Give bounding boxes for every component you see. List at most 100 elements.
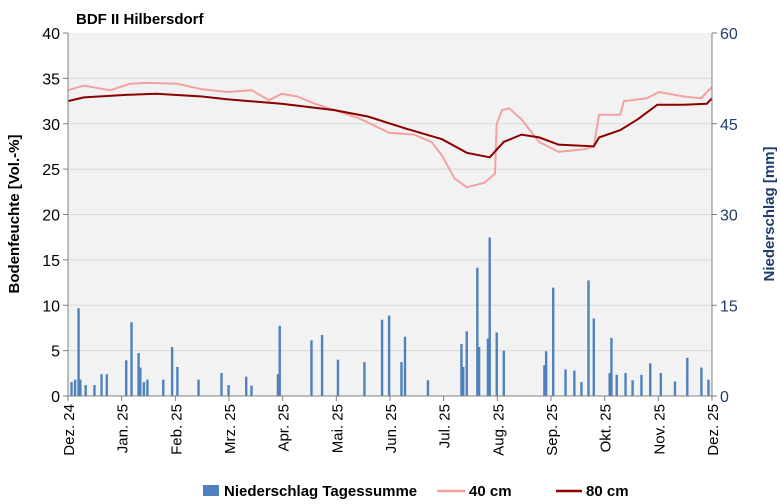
precip-bar — [320, 334, 324, 396]
legend: Niederschlag Tagessumme 40 cm 80 cm — [203, 483, 629, 500]
precip-bar — [77, 308, 80, 396]
precip-bar — [476, 267, 479, 396]
y-tick-label: 30 — [42, 117, 60, 134]
precip-bar — [502, 350, 506, 396]
x-tick-label: Jul. 25 — [437, 404, 454, 448]
x-tick-label: Dez. 25 — [705, 404, 722, 456]
precip-bar — [146, 379, 149, 396]
y-tick-label: 35 — [42, 71, 60, 88]
legend-label-40cm: 40 cm — [469, 483, 512, 500]
precip-bar — [465, 331, 468, 396]
legend-swatch-precip — [203, 485, 219, 496]
precip-bar — [640, 374, 643, 396]
precip-bar — [400, 362, 403, 396]
precip-bar — [142, 382, 146, 396]
x-tick-label: Jan. 25 — [115, 404, 132, 453]
precip-bar — [552, 287, 555, 396]
precip-bar — [587, 280, 590, 396]
precip-bar — [495, 332, 498, 396]
precip-bar — [220, 373, 223, 396]
precip-bar — [631, 380, 634, 396]
precip-bar — [139, 367, 142, 396]
precip-bar — [73, 379, 77, 396]
line-40cm — [67, 81, 713, 189]
y2-tick-label: 45 — [720, 117, 738, 134]
precip-bar — [686, 357, 689, 396]
precip-bar — [170, 346, 174, 396]
precip-bar — [70, 382, 73, 396]
precip-bar — [544, 351, 548, 396]
precip-bar — [477, 346, 481, 396]
precip-bar — [673, 381, 677, 396]
precip-bar — [387, 315, 391, 396]
precip-bar — [543, 365, 546, 396]
precip-bar — [125, 360, 128, 396]
precip-bar — [227, 385, 230, 396]
precipitation-bars — [70, 237, 710, 396]
x-tick-label: Apr. 25 — [276, 404, 293, 452]
x-tick-label: Feb. 25 — [168, 404, 185, 455]
precip-bar — [130, 322, 133, 396]
y2-axis-label: Niederschlag [mm] — [761, 146, 778, 281]
precip-bar — [592, 318, 595, 396]
chart-title: BDF II Hilbersdorf — [76, 11, 205, 28]
x-tick-label: Nov. 25 — [651, 404, 668, 455]
precip-bar — [363, 362, 366, 396]
precip-bar — [245, 376, 248, 396]
precip-bar — [84, 385, 87, 396]
y2-tick-label: 0 — [720, 389, 729, 406]
precip-bar — [276, 374, 280, 396]
precip-bar — [608, 373, 611, 396]
precip-bar — [610, 337, 613, 396]
x-tick-label: Dez. 24 — [61, 404, 78, 456]
legend-label-precip: Niederschlag Tagessumme — [224, 483, 417, 500]
precip-bar — [250, 385, 253, 396]
legend-label-80cm: 80 cm — [586, 483, 629, 500]
y-tick-label: 25 — [42, 162, 60, 179]
precip-bar — [79, 379, 82, 396]
precip-bar — [573, 370, 576, 396]
precip-bar — [707, 379, 710, 396]
precip-bar — [380, 319, 384, 396]
precip-bar — [93, 385, 96, 396]
y2-tick-label: 30 — [720, 208, 738, 225]
x-tick-label: Mrz. 25 — [222, 404, 239, 454]
precip-bar — [486, 338, 490, 396]
precip-bar — [176, 366, 179, 396]
precip-bar — [460, 343, 463, 396]
precip-bar — [580, 382, 583, 396]
y-tick-label: 10 — [42, 298, 60, 315]
precip-bar — [310, 340, 313, 396]
precip-bar — [462, 366, 465, 396]
precip-bar — [659, 373, 663, 396]
precip-bar — [624, 373, 627, 396]
precip-bar — [105, 374, 109, 396]
y-axis-label: Bodenfeuchte [Vol.-%] — [6, 135, 23, 294]
precip-bar — [426, 380, 430, 396]
precip-bar — [162, 379, 165, 396]
precip-bar — [197, 379, 200, 396]
x-tick-label: Okt. 25 — [598, 404, 615, 452]
y-tick-label: 20 — [42, 208, 60, 225]
precip-bar — [278, 325, 281, 396]
precip-bar — [564, 369, 567, 396]
y-tick-label: 15 — [42, 253, 60, 270]
x-tick-label: Sep. 25 — [544, 404, 561, 456]
line-80cm — [67, 92, 713, 159]
y-tick-label: 40 — [42, 26, 60, 43]
x-tick-label: Mai. 25 — [329, 404, 346, 453]
x-tick-label: Jun. 25 — [383, 404, 400, 453]
precip-bar — [100, 374, 103, 396]
precip-bar — [488, 237, 491, 396]
y-tick-label: 5 — [51, 344, 60, 361]
y2-tick-label: 15 — [720, 298, 738, 315]
precip-bar — [649, 363, 652, 396]
precip-bar — [615, 374, 618, 396]
precip-bar — [137, 353, 140, 396]
precip-bar — [700, 367, 703, 396]
precip-bar — [403, 336, 407, 396]
y-tick-label: 0 — [51, 389, 60, 406]
y2-tick-label: 60 — [720, 26, 738, 43]
precip-bar — [336, 359, 340, 396]
